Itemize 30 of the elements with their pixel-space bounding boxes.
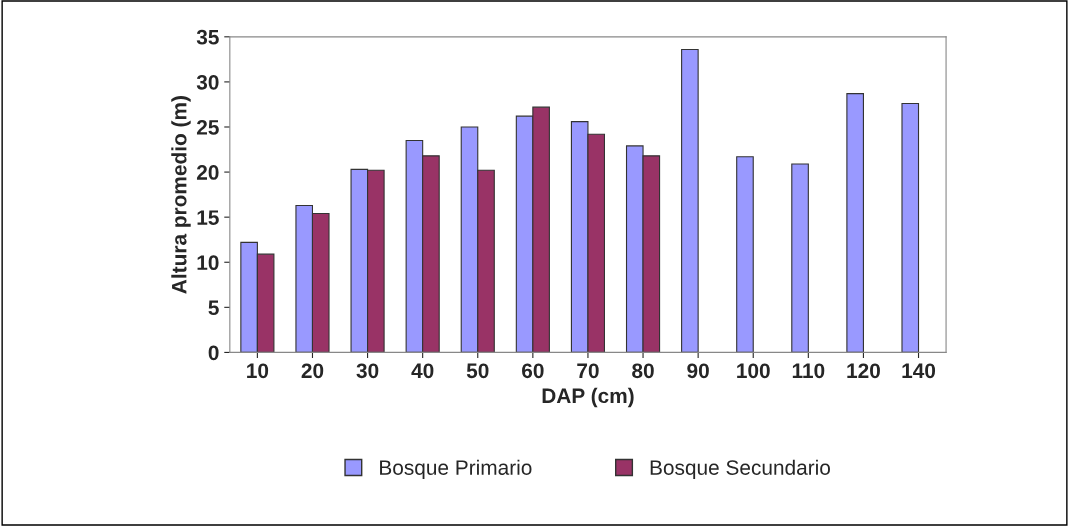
x-tick-label: 60	[522, 363, 544, 379]
x-tick-label: 50	[466, 363, 489, 379]
y-tick-label: 25	[196, 119, 219, 135]
legend-label: Bosque Secundario	[650, 459, 830, 480]
x-tick-label: 120	[847, 363, 880, 379]
x-tick-label: 70	[577, 363, 599, 379]
x-tick-label: 110	[792, 363, 825, 379]
y-tick-label: 30	[196, 74, 219, 90]
legend-label: Bosque Primario	[380, 459, 532, 480]
bar	[791, 163, 809, 353]
y-tick-label: 15	[197, 210, 219, 225]
x-tick-label: 140	[902, 363, 936, 379]
y-axis-title: Altura promedio (m)	[171, 96, 191, 294]
bar	[736, 156, 754, 353]
y-tick-label: 5	[208, 300, 219, 316]
x-tick-label: 20	[301, 363, 324, 379]
x-tick-label: 80	[632, 363, 654, 379]
x-tick-label: 100	[737, 363, 770, 379]
x-tick-label: 30	[356, 363, 379, 379]
y-tick-label: 10	[197, 255, 219, 270]
y-tick-label: 0	[208, 345, 219, 361]
x-axis-title: DAP (cm)	[542, 387, 634, 408]
y-tick-label: 35	[196, 29, 219, 45]
x-tick-label: 40	[411, 363, 434, 379]
x-tick-label: 10	[247, 363, 269, 379]
x-tick-label: 90	[687, 363, 709, 379]
y-tick-label: 20	[196, 165, 219, 180]
bar	[901, 102, 920, 353]
bar	[846, 93, 864, 353]
bar	[681, 48, 699, 353]
